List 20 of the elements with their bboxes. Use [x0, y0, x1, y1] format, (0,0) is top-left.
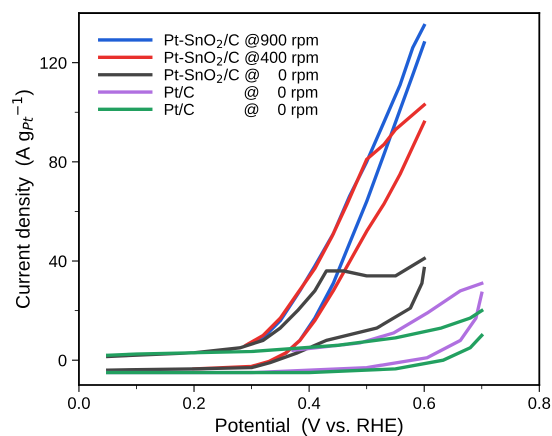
y-axis-title: Current density (A g$_{Pt}$$^{−1}$): [12, 90, 34, 308]
line-series: [106, 334, 484, 374]
x-tick-label: 0.6: [413, 397, 436, 410]
x-tick-label: 0.4: [298, 397, 320, 410]
line-series: [106, 308, 484, 357]
line-series: [244, 103, 426, 347]
legend-label: Pt/C @ 0 rpm: [164, 86, 318, 101]
y-tick-label: 120: [40, 57, 66, 69]
legend-label: Pt-SnO$_{2}$/C @ 0 rpm: [164, 68, 318, 84]
y-tick-label: 0: [58, 354, 66, 366]
legend-label: Pt/C @ 0 rpm: [164, 103, 318, 118]
line-series: [106, 266, 426, 372]
legend-label: Pt-SnO$_{2}$/C @400 rpm: [164, 51, 318, 66]
x-tick-label: 0.8: [528, 397, 550, 410]
x-axis-title: Potential (V vs. RHE): [216, 418, 402, 436]
legend-label: Pt-SnO$_{2}$/C @900 rpm: [164, 34, 318, 49]
x-tick-label: 0.2: [183, 397, 205, 410]
y-tick-label: 80: [49, 156, 66, 168]
x-tick-label: 0.0: [68, 397, 90, 410]
y-tick-label: 40: [48, 255, 66, 268]
